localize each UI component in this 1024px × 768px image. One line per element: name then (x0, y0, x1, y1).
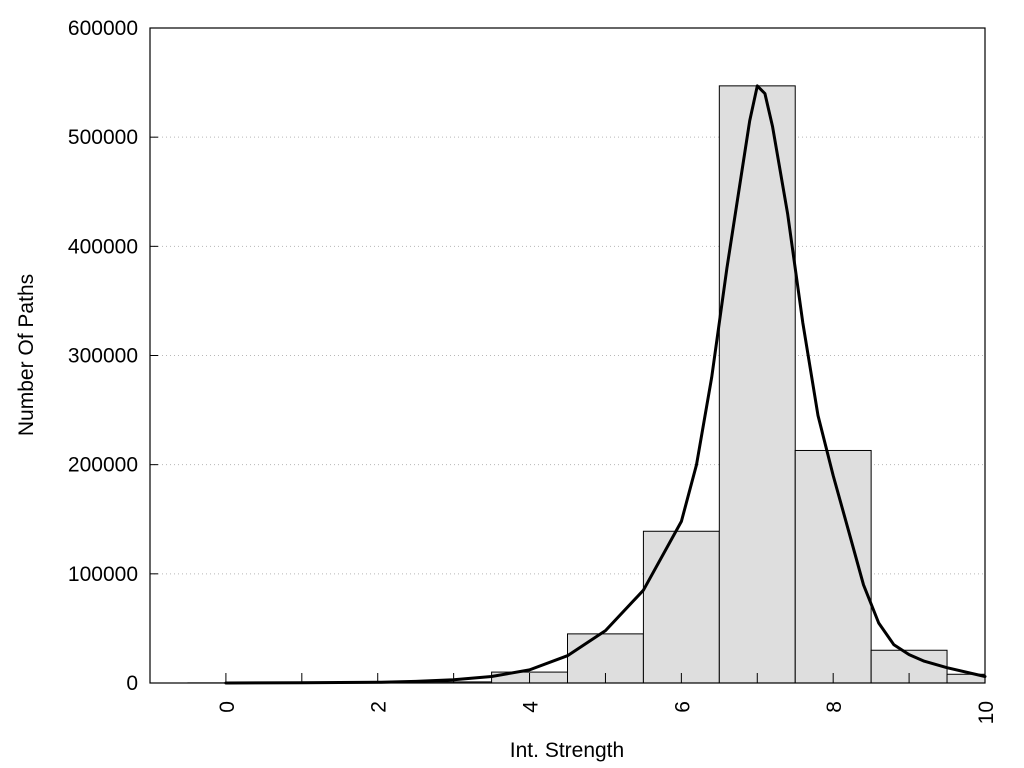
x-tick-label: 2 (368, 701, 391, 713)
y-tick-label: 500000 (68, 126, 138, 149)
y-tick-label: 0 (126, 672, 138, 695)
y-tick-label: 300000 (68, 345, 138, 368)
histogram-bar (642, 530, 720, 684)
y-tick-label: 100000 (68, 563, 138, 586)
bars (187, 85, 986, 684)
histogram-bar (718, 85, 796, 684)
y-tick-labels: 0 100000 200000 300000 400000 500000 600000 (68, 17, 138, 695)
x-axis-label: Int. Strength (510, 739, 624, 762)
y-tick-label: 200000 (68, 454, 138, 477)
y-tick-label: 400000 (68, 235, 138, 258)
x-tick-label: 4 (520, 701, 543, 713)
x-tick-label: 8 (823, 701, 846, 713)
fit-curve (224, 84, 987, 685)
y-axis-label: Number Of Paths (15, 274, 38, 436)
y-tick-label: 600000 (68, 17, 138, 40)
x-tick-label: 0 (216, 701, 239, 713)
x-tick-labels: 0 2 4 6 8 10 (216, 701, 998, 725)
x-tick-label: 6 (671, 701, 694, 713)
x-tick-label: 10 (975, 701, 998, 724)
